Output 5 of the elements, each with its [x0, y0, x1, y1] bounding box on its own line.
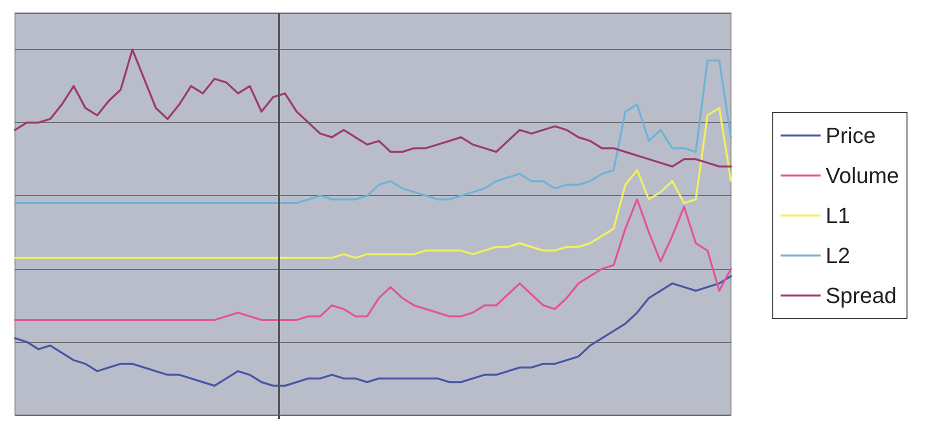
legend-label: L2 — [826, 243, 850, 268]
legend-label: Price — [826, 123, 876, 148]
legend-label: Volume — [826, 163, 900, 188]
legend-label: L1 — [826, 203, 850, 228]
legend-label: Spread — [826, 283, 897, 308]
